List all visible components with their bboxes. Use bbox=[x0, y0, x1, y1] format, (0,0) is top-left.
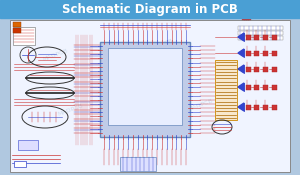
Bar bbox=[238, 31, 283, 35]
Bar bbox=[244, 18, 247, 20]
Bar bbox=[238, 36, 283, 40]
Bar bbox=[254, 34, 259, 40]
Bar bbox=[100, 42, 190, 137]
Bar bbox=[246, 51, 251, 55]
Bar bbox=[246, 18, 249, 20]
Bar bbox=[14, 161, 26, 167]
Bar bbox=[13, 28, 21, 33]
Polygon shape bbox=[238, 83, 244, 91]
Bar bbox=[254, 104, 259, 110]
Bar bbox=[13, 22, 21, 27]
Text: MADPCB: MADPCB bbox=[117, 73, 143, 87]
Bar bbox=[18, 140, 38, 150]
Bar bbox=[248, 18, 251, 20]
Bar bbox=[272, 104, 277, 110]
Text: Schematic Diagram in PCB: Schematic Diagram in PCB bbox=[62, 2, 238, 16]
Bar bbox=[263, 34, 268, 40]
Bar bbox=[10, 20, 290, 172]
Bar bbox=[108, 48, 182, 125]
Bar bbox=[246, 104, 251, 110]
Bar bbox=[238, 26, 283, 30]
Bar bbox=[254, 51, 259, 55]
Polygon shape bbox=[238, 65, 244, 73]
Bar bbox=[263, 51, 268, 55]
Bar bbox=[272, 66, 277, 72]
Bar bbox=[246, 85, 251, 89]
Bar bbox=[254, 66, 259, 72]
Bar bbox=[263, 85, 268, 89]
Text: MADPCB: MADPCB bbox=[187, 98, 213, 112]
Bar bbox=[120, 157, 156, 171]
Bar bbox=[242, 18, 245, 20]
Bar bbox=[272, 34, 277, 40]
Bar bbox=[263, 104, 268, 110]
Polygon shape bbox=[238, 49, 244, 57]
Bar bbox=[215, 60, 237, 120]
Bar bbox=[254, 85, 259, 89]
Polygon shape bbox=[238, 33, 244, 41]
Text: MADPCB: MADPCB bbox=[147, 38, 173, 52]
Text: MADPCB: MADPCB bbox=[57, 103, 83, 117]
Bar bbox=[246, 66, 251, 72]
Text: MADPCB: MADPCB bbox=[42, 48, 68, 62]
Bar bbox=[13, 27, 35, 45]
Bar bbox=[272, 85, 277, 89]
Bar bbox=[272, 51, 277, 55]
Bar bbox=[0, 0, 300, 18]
Polygon shape bbox=[238, 103, 244, 111]
Bar bbox=[246, 34, 251, 40]
Bar bbox=[263, 66, 268, 72]
